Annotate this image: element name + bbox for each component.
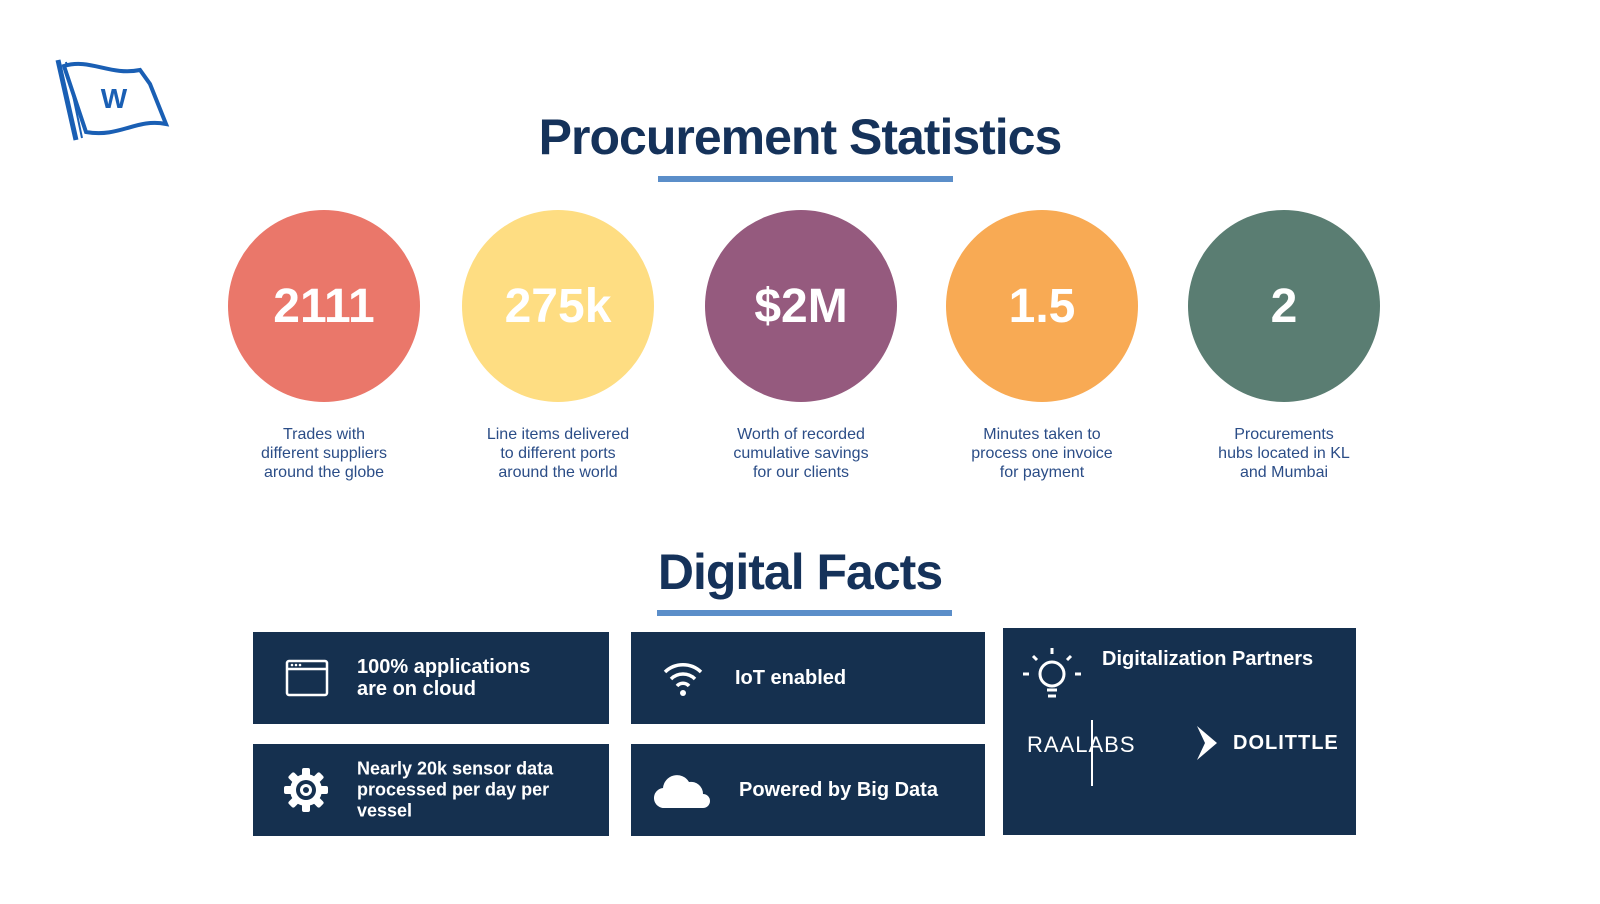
stat-caption: and Mumbai xyxy=(1239,464,1329,481)
stat-caption: Line items delivered xyxy=(486,426,630,443)
wifi-icon xyxy=(663,663,703,696)
fact-line: Nearly 20k sensor data xyxy=(357,758,554,779)
stat-caption: cumulative savings xyxy=(733,445,869,462)
fact-line: vessel xyxy=(357,800,413,821)
stat-caption: Worth of recorded xyxy=(737,426,865,443)
partner-name: RAALABS xyxy=(1027,732,1136,757)
gear-icon xyxy=(284,768,328,812)
svg-text:W: W xyxy=(101,83,128,114)
stat-caption: for our clients xyxy=(752,464,850,481)
cloud-icon xyxy=(653,775,710,809)
browser-icon xyxy=(285,659,329,697)
fact-card: IoT enabled xyxy=(631,632,985,724)
stat-caption: Procurements xyxy=(1234,426,1334,443)
stat-caption: process one invoice xyxy=(971,445,1113,462)
fact-line: are on cloud xyxy=(357,678,476,700)
title-underline xyxy=(658,176,953,182)
bulb-icon xyxy=(1023,648,1081,698)
partner-name: DOLITTLE xyxy=(1233,732,1339,754)
stat-circle: 2 xyxy=(1188,210,1380,402)
section-underline xyxy=(657,610,952,616)
stat-caption: hubs located in KL xyxy=(1218,445,1350,462)
fact-card: Powered by Big Data xyxy=(631,744,985,836)
stat-circle: $2M xyxy=(705,210,897,402)
fact-line: IoT enabled xyxy=(735,667,847,689)
fact-card: 100% applications are on cloud xyxy=(253,632,609,724)
dolittle-mark xyxy=(1197,726,1217,760)
fact-line: processed per day per xyxy=(357,779,550,800)
partners-card: Digitalization Partners RAALABS DOLITTLE xyxy=(1003,628,1356,835)
stat-caption: for payment xyxy=(999,464,1085,481)
stat-circle: 275k xyxy=(462,210,654,402)
stat-caption: to different ports xyxy=(500,445,616,462)
fact-card: Nearly 20k sensor data processed per day … xyxy=(253,744,609,836)
raalabs-mark xyxy=(1091,720,1093,786)
logo: W xyxy=(55,59,170,141)
stat-circle: 1.5 xyxy=(946,210,1138,402)
stat-caption: different suppliers xyxy=(261,445,387,462)
fact-line: Powered by Big Data xyxy=(739,779,938,801)
stat-caption: around the world xyxy=(498,464,618,481)
stat-caption: Trades with xyxy=(282,426,366,443)
partners-title: Digitalization Partners xyxy=(1102,648,1314,670)
stat-caption: around the globe xyxy=(263,464,385,481)
stat-caption: Minutes taken to xyxy=(983,426,1101,443)
stat-circle: 2111 xyxy=(228,210,420,402)
fact-line: 100% applications xyxy=(357,656,531,678)
section-title: Digital Facts xyxy=(657,544,943,600)
page-title: Procurement Statistics xyxy=(538,109,1063,165)
